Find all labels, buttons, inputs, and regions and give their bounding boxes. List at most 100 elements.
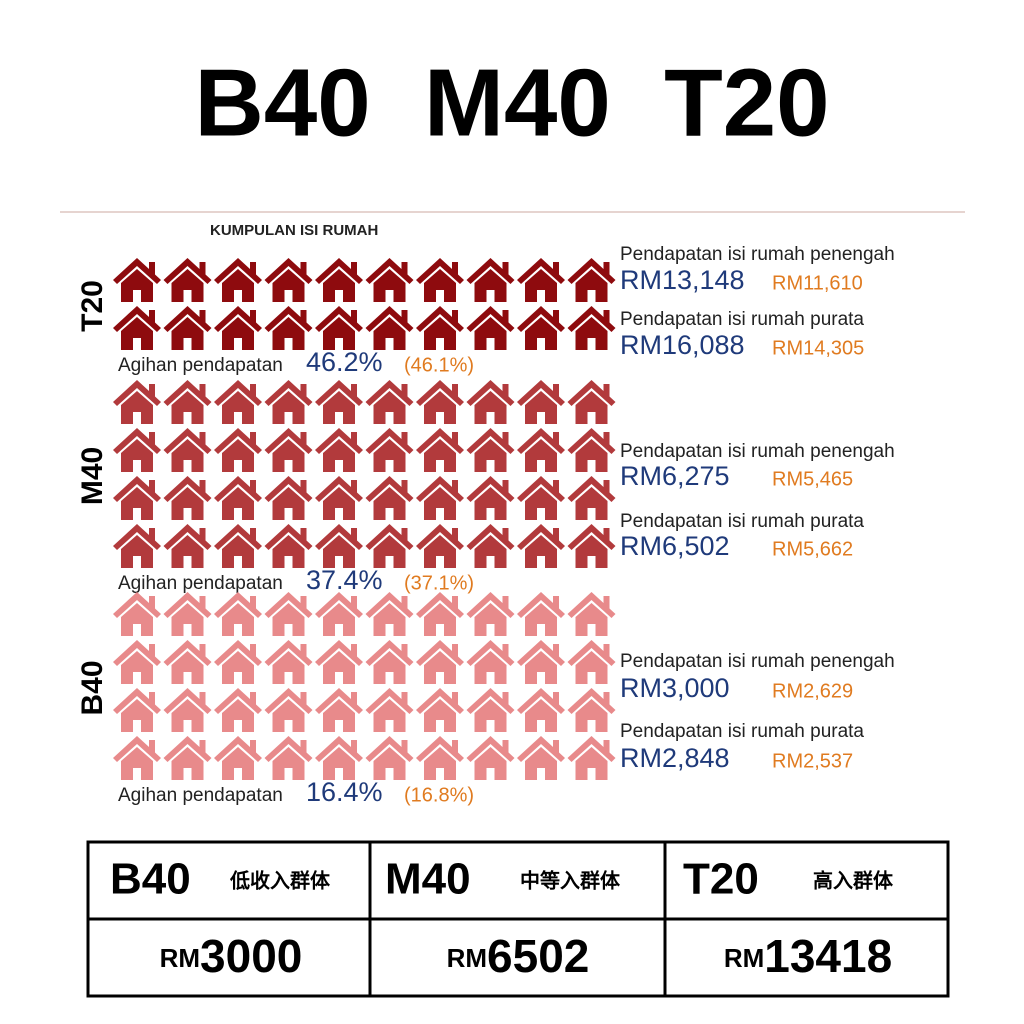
house-icon xyxy=(264,306,313,350)
house-icon xyxy=(517,476,565,520)
house-icon xyxy=(113,476,161,520)
amount: 3000 xyxy=(200,930,302,982)
house-icon xyxy=(264,258,313,302)
mean: RM2,848 xyxy=(620,743,730,773)
house-icon xyxy=(416,476,464,520)
house-icon xyxy=(567,428,616,472)
currency: RM xyxy=(447,943,487,973)
house-icon xyxy=(517,592,565,636)
house-icon xyxy=(416,688,464,732)
currency: RM xyxy=(160,943,200,973)
house-icon xyxy=(264,476,313,520)
house-icon xyxy=(214,258,262,302)
table-code: B40 xyxy=(110,855,191,904)
house-icon xyxy=(416,380,464,424)
median-label: Pendapatan isi rumah penengah xyxy=(620,651,895,672)
house-icon xyxy=(416,306,464,350)
median: RM6,275 xyxy=(620,461,730,491)
house-icon xyxy=(466,428,515,472)
share-prev: (16.8%) xyxy=(404,784,474,806)
house-icon xyxy=(163,592,212,636)
house-icon xyxy=(214,476,262,520)
house-icon xyxy=(567,476,616,520)
house-icon xyxy=(365,428,414,472)
house-icon xyxy=(163,688,212,732)
mean: RM16,088 xyxy=(620,330,745,360)
house-icon xyxy=(416,640,464,684)
house-icon xyxy=(163,428,212,472)
house-icon xyxy=(517,688,565,732)
share-prev: (46.1%) xyxy=(404,354,474,376)
house-icon xyxy=(517,524,565,568)
mean-prev: RM2,537 xyxy=(772,750,853,772)
house-icon xyxy=(264,428,313,472)
house-icon xyxy=(163,524,212,568)
mean-label: Pendapatan isi rumah purata xyxy=(620,511,864,532)
median: RM3,000 xyxy=(620,673,730,703)
house-icon xyxy=(365,476,414,520)
house-icon xyxy=(416,428,464,472)
house-icon xyxy=(466,736,515,780)
share: 16.4% xyxy=(306,777,383,807)
house-icon xyxy=(214,380,262,424)
house-icon xyxy=(113,258,161,302)
house-icon xyxy=(567,524,616,568)
mean-label: Pendapatan isi rumah purata xyxy=(620,721,864,742)
house-icon xyxy=(517,736,565,780)
house-icon xyxy=(113,640,161,684)
share: 46.2% xyxy=(306,347,383,377)
house-icon xyxy=(466,524,515,568)
house-icon xyxy=(517,306,565,350)
house-icon xyxy=(365,592,414,636)
table-zh: 高入群体 xyxy=(813,868,894,892)
house-icon xyxy=(466,640,515,684)
heading: KUMPULAN ISI RUMAH xyxy=(210,222,378,239)
mean-prev: RM14,305 xyxy=(772,337,864,359)
median: RM13,148 xyxy=(620,265,745,295)
share-prev: (37.1%) xyxy=(404,572,474,594)
house-icon xyxy=(416,592,464,636)
group-label: B40 xyxy=(76,660,109,715)
house-icon xyxy=(567,736,616,780)
group-label: M40 xyxy=(76,447,109,505)
currency: RM xyxy=(724,943,764,973)
house-icon xyxy=(365,524,414,568)
house-icon xyxy=(315,306,363,350)
house-icon xyxy=(365,258,414,302)
house-icon xyxy=(214,640,262,684)
table-value: RM6502 xyxy=(447,930,590,982)
house-icon xyxy=(315,428,363,472)
house-group xyxy=(113,258,616,350)
house-icon xyxy=(567,306,616,350)
house-icon xyxy=(214,688,262,732)
house-icon xyxy=(517,380,565,424)
median-label: Pendapatan isi rumah penengah xyxy=(620,441,895,462)
house-icon xyxy=(163,380,212,424)
mean-prev: RM5,662 xyxy=(772,538,853,560)
house-icon xyxy=(517,428,565,472)
house-icon xyxy=(466,688,515,732)
house-icon xyxy=(113,306,161,350)
table-value: RM3000 xyxy=(160,930,303,982)
share: 37.4% xyxy=(306,565,383,595)
table-zh: 低收入群体 xyxy=(229,868,331,892)
house-icon xyxy=(416,524,464,568)
house-icon xyxy=(315,592,363,636)
house-icon xyxy=(214,592,262,636)
mean: RM6,502 xyxy=(620,531,730,561)
table-zh: 中等入群体 xyxy=(520,868,621,892)
house-icon xyxy=(113,736,161,780)
median-label: Pendapatan isi rumah penengah xyxy=(620,244,895,265)
house-icon xyxy=(567,258,616,302)
house-icon xyxy=(113,380,161,424)
house-icon xyxy=(416,736,464,780)
median-prev: RM11,610 xyxy=(772,272,863,294)
house-icon xyxy=(163,640,212,684)
house-icon xyxy=(365,688,414,732)
table-code: T20 xyxy=(683,855,759,904)
house-icon xyxy=(466,258,515,302)
house-icon xyxy=(567,688,616,732)
house-icon xyxy=(113,592,161,636)
house-icon xyxy=(214,428,262,472)
